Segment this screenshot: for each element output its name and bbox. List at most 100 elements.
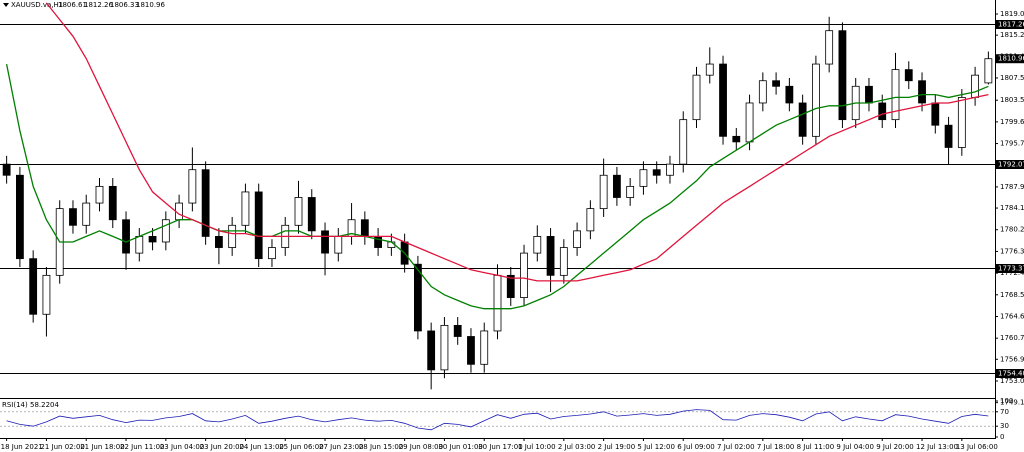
ohlc-high: 1812.26 (84, 1, 113, 9)
rsi-tick-label: 30 (1000, 422, 1009, 430)
y-tick-label: 1807.50 (1000, 74, 1024, 82)
y-tick-label: 1772.40 (1000, 269, 1024, 277)
x-tick-label: 23 Jun 20:00 (200, 443, 244, 451)
candle-body (254, 191, 263, 260)
candle-body (135, 236, 144, 254)
candle-body (228, 224, 237, 248)
candle-body (95, 185, 104, 204)
x-tick-label: 7 Jul 02:00 (717, 443, 755, 451)
rsi-tick-label: 100 (1000, 397, 1013, 405)
x-tick-label: 21 Jun 02:00 (40, 443, 84, 451)
candle-body (865, 85, 873, 104)
candle-body (122, 219, 130, 254)
candle-body (108, 185, 117, 221)
candle-body (705, 63, 714, 76)
candle-body (69, 208, 77, 226)
x-tick-label: 23 Jun 04:00 (160, 443, 204, 451)
moving-average (5, 63, 989, 310)
candle-body (878, 102, 887, 121)
candle-body (82, 202, 91, 226)
y-tick-label: 1749.10 (1000, 399, 1024, 407)
y-tick-label: 1799.60 (1000, 118, 1024, 126)
candle-body (891, 69, 900, 121)
rsi-tick-label: 70 (1000, 408, 1009, 416)
y-tick-label: 1764.60 (1000, 312, 1024, 320)
candle-body (440, 324, 449, 371)
candle-body (15, 174, 24, 260)
candle-body (307, 197, 316, 232)
candle-body (772, 80, 780, 87)
candle-body (480, 330, 489, 365)
x-tick-label: 24 Jun 13:00 (239, 443, 283, 451)
x-tick-label: 21 Jun 18:00 (80, 443, 124, 451)
level-label: 1817.26 (998, 21, 1024, 29)
candle-body (268, 247, 276, 260)
candle-body (652, 169, 661, 176)
x-tick-label: 5 Jul 12:00 (637, 443, 675, 451)
y-tick-label: 1815.20 (1000, 31, 1024, 39)
candle-body (214, 236, 223, 248)
moving-average (45, 2, 989, 282)
level-tag (996, 20, 1024, 29)
y-tick-label: 1780.20 (1000, 226, 1024, 234)
level-tag (996, 160, 1024, 169)
candle-body (679, 119, 688, 165)
candle-body (241, 191, 250, 226)
candle-body (957, 97, 966, 148)
candle-body (467, 336, 475, 365)
y-tick-label: 1756.90 (1000, 355, 1024, 363)
candle-body (586, 208, 595, 232)
y-tick-label: 1760.70 (1000, 334, 1024, 342)
candle-body (931, 102, 940, 126)
candle-body (573, 230, 581, 248)
candle-body (984, 58, 993, 84)
level-label: 1773.37 (998, 265, 1024, 273)
x-tick-label: 18 Jun 2021 (1, 443, 43, 451)
candle-body (732, 135, 741, 143)
candle-body (161, 219, 170, 243)
menu-icon[interactable] (3, 3, 9, 7)
price-tag (996, 54, 1024, 64)
rsi-name: RSI(14) (2, 401, 28, 409)
ohlc-low: 1806.33 (110, 1, 139, 9)
x-tick-label: 30 Jun 01:00 (438, 443, 482, 451)
candle-body (838, 30, 847, 121)
candle-body (639, 169, 648, 187)
rsi-line (6, 409, 989, 431)
x-tick-label: 30 Jun 17:00 (478, 443, 522, 451)
symbol: XAUUSD.va,H1 (11, 1, 63, 9)
level-label: 1792.07 (998, 161, 1024, 169)
y-tick-label: 1787.90 (1000, 183, 1024, 191)
y-tick-label: 1776.30 (1000, 247, 1024, 255)
candle-body (692, 74, 701, 121)
candle-body (626, 185, 635, 198)
level-tag (996, 369, 1024, 378)
rsi-value: 58.2204 (30, 401, 59, 409)
candle-body (904, 69, 913, 82)
candle-body (825, 30, 834, 65)
candle-body (785, 85, 794, 104)
candle-body (613, 174, 621, 198)
x-tick-label: 27 Jun 23:00 (319, 443, 363, 451)
candle-body (201, 169, 210, 237)
y-tick-label: 1768.50 (1000, 291, 1024, 299)
candle-body (42, 274, 51, 315)
candle-body (719, 63, 727, 137)
candle-body (148, 236, 157, 243)
candle-body (29, 258, 38, 315)
candle-body (2, 163, 11, 176)
candle-body (812, 63, 820, 137)
candle-body (944, 124, 953, 148)
x-tick-label: 9 Jul 20:00 (876, 443, 914, 451)
x-tick-label: 6 Jul 09:00 (677, 443, 715, 451)
x-tick-label: 2 Jul 03:00 (558, 443, 596, 451)
x-tick-label: 28 Jun 15:00 (359, 443, 403, 451)
x-tick-label: 2 Jul 19:00 (598, 443, 636, 451)
x-tick-label: 8 Jul 11:00 (797, 443, 835, 451)
candle-body (334, 236, 343, 254)
rsi-tick-label: 0 (1000, 433, 1004, 441)
candle-body (427, 330, 436, 371)
x-tick-label: 1 Jul 10:00 (518, 443, 556, 451)
candle-body (666, 163, 674, 176)
